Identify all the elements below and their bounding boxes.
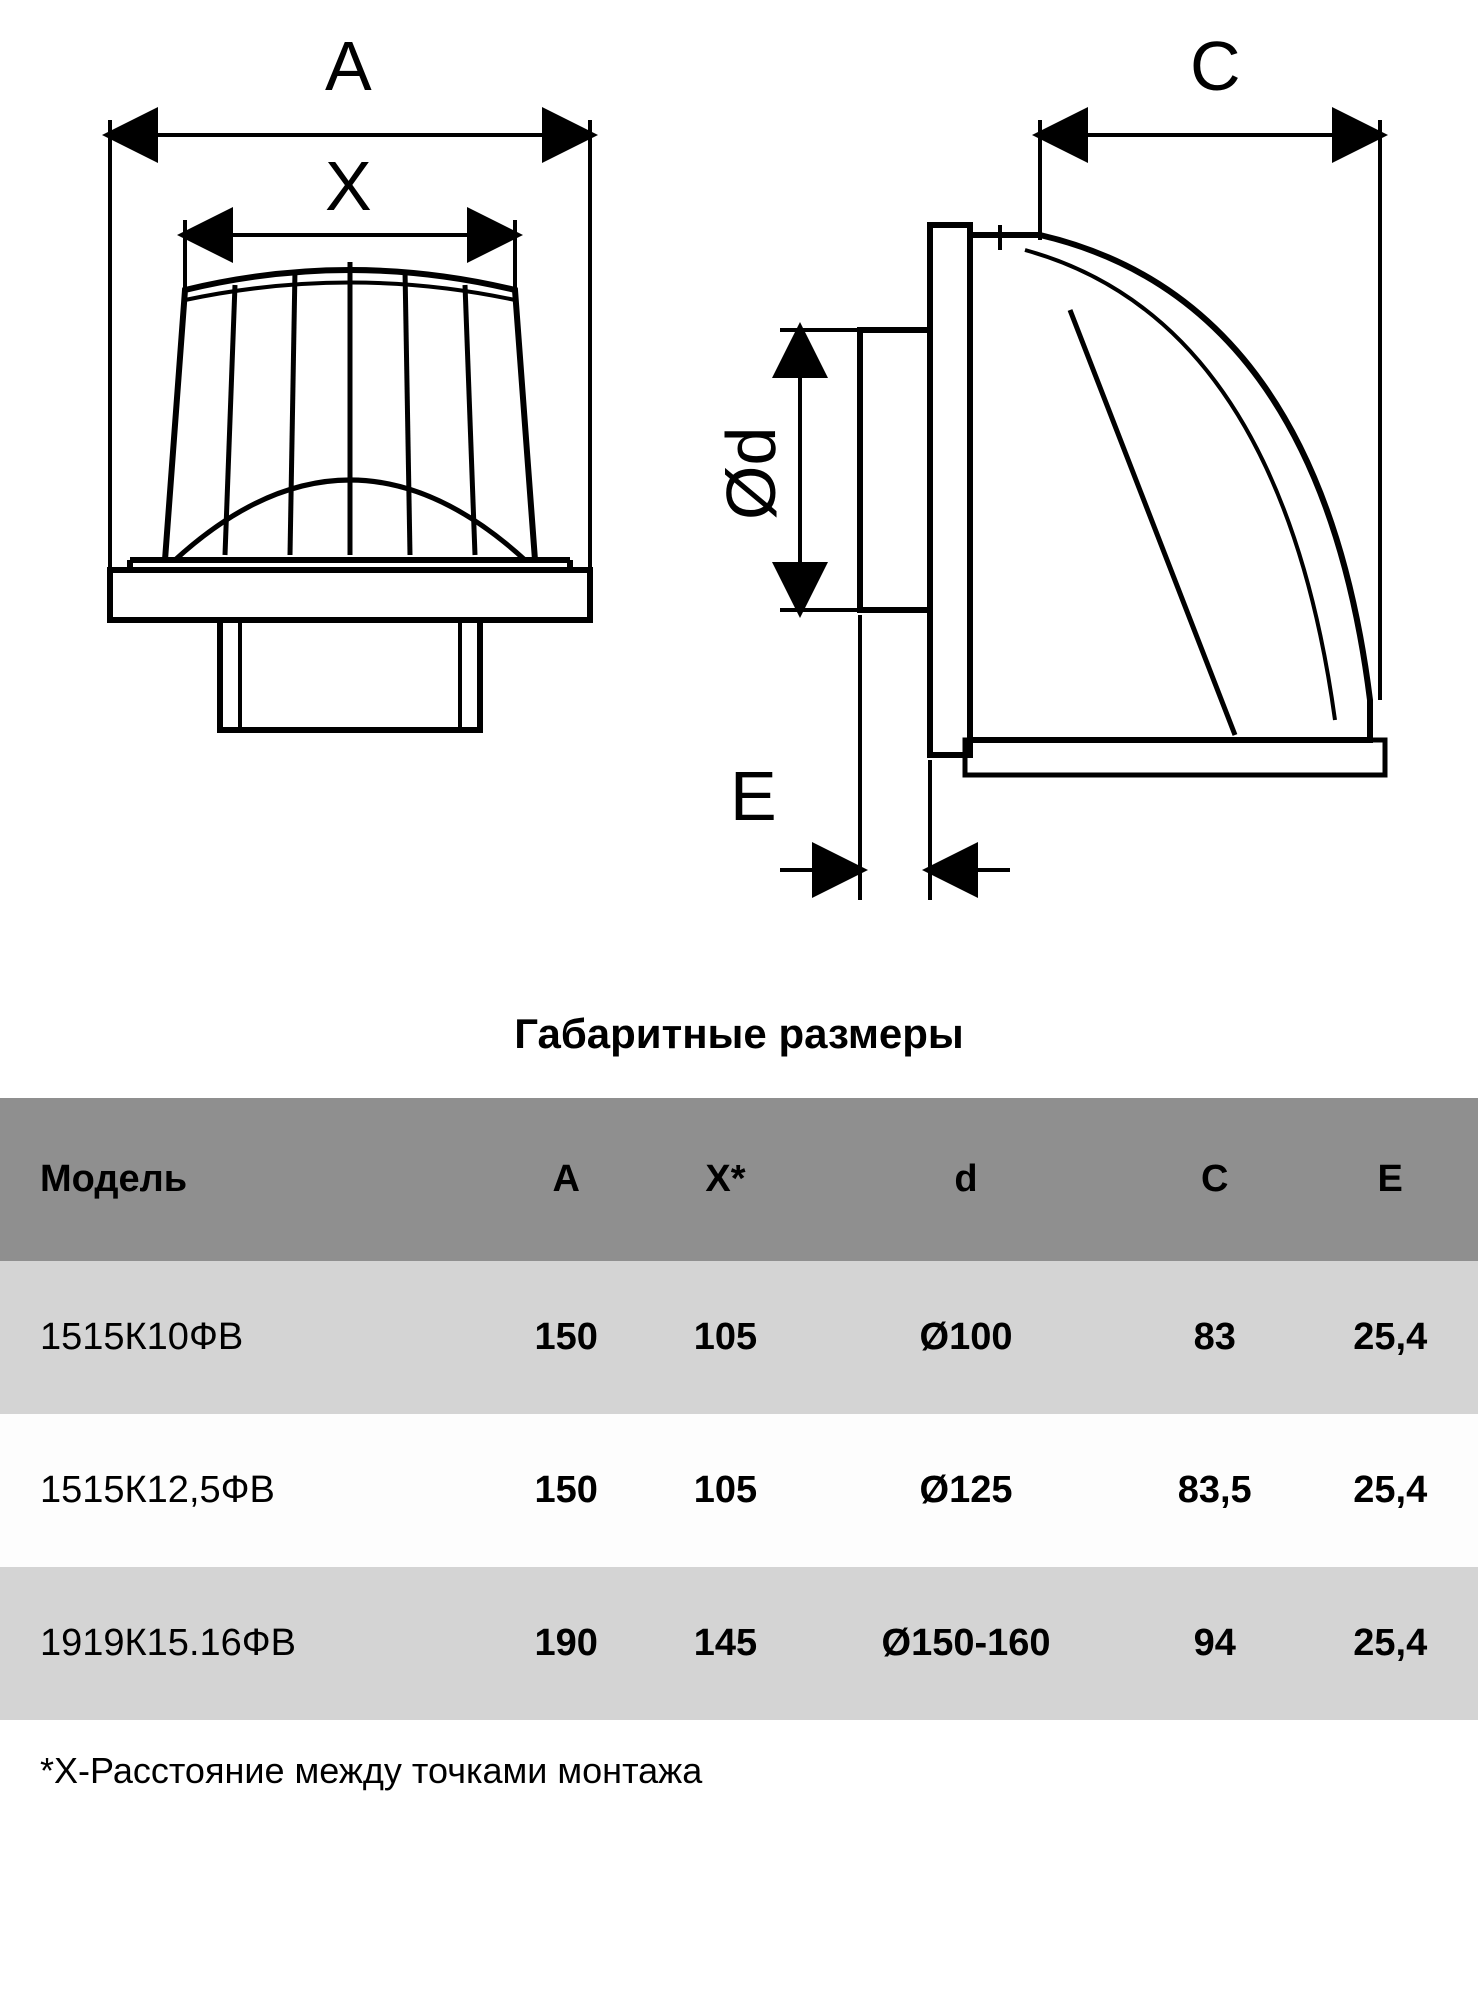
footnote: *X-Расстояние между точками монтажа xyxy=(0,1720,1478,1832)
dimensions-table: Модель A X* d C E 1515К10ФВ 150 105 Ø100… xyxy=(0,1098,1478,1720)
label-C: C xyxy=(1190,27,1241,105)
col-d: d xyxy=(805,1098,1127,1261)
label-E: E xyxy=(730,757,777,835)
table-row: 1919К15.16ФВ 190 145 Ø150-160 94 25,4 xyxy=(0,1567,1478,1720)
side-view xyxy=(860,225,1385,775)
col-E: E xyxy=(1302,1098,1478,1261)
dim-C xyxy=(1040,120,1380,700)
col-model: Модель xyxy=(0,1098,487,1261)
front-view xyxy=(110,262,590,730)
label-A: A xyxy=(325,27,372,105)
dim-d xyxy=(780,330,865,610)
technical-diagram: A X xyxy=(0,0,1478,980)
label-d: Ød xyxy=(712,427,790,520)
col-X: X* xyxy=(646,1098,805,1261)
table-row: 1515К12,5ФВ 150 105 Ø125 83,5 25,4 xyxy=(0,1414,1478,1567)
dim-E xyxy=(780,615,1010,900)
table-title: Габаритные размеры xyxy=(0,1010,1478,1058)
table-header-row: Модель A X* d C E xyxy=(0,1098,1478,1261)
col-A: A xyxy=(487,1098,646,1261)
table-row: 1515К10ФВ 150 105 Ø100 83 25,4 xyxy=(0,1261,1478,1414)
col-C: C xyxy=(1127,1098,1303,1261)
label-X: X xyxy=(325,147,372,225)
